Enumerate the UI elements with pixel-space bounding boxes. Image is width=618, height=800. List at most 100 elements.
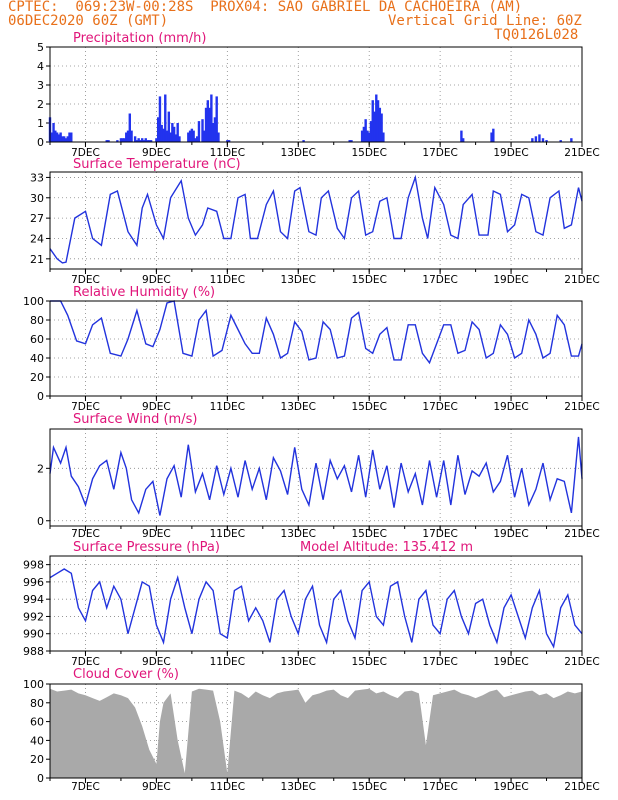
precip-bar xyxy=(123,138,126,142)
precip-bar xyxy=(142,140,146,142)
precip-bar xyxy=(176,123,179,142)
x-tick-label: 13DEC xyxy=(281,147,316,159)
precip-bar xyxy=(534,136,538,142)
precip-bar xyxy=(164,94,167,142)
precip-bar xyxy=(204,107,208,142)
precip-bar xyxy=(362,126,366,142)
y-tick-label: 27 xyxy=(30,212,44,225)
y-tick-label: 4 xyxy=(37,60,44,73)
x-tick-label: 19DEC xyxy=(493,147,528,159)
y-tick-label: 0 xyxy=(37,136,44,149)
x-tick-label: 9DEC xyxy=(142,528,171,540)
precip-bar xyxy=(360,130,364,142)
precip-bar xyxy=(375,94,378,142)
precip-bar xyxy=(531,138,534,142)
y-tick-label: 21 xyxy=(30,253,44,266)
y-tick-label: 0 xyxy=(37,772,44,785)
header-date: 06DEC2020 60Z (GMT) xyxy=(8,13,169,29)
x-tick-label: 21DEC xyxy=(564,656,599,668)
precip-bar xyxy=(190,128,194,142)
precip-bar xyxy=(545,140,548,142)
x-tick-label: 15DEC xyxy=(351,656,386,668)
x-tick-label: 15DEC xyxy=(351,528,386,540)
precip-bar xyxy=(195,136,199,142)
precip-bar xyxy=(350,140,353,142)
panel-title: Cloud Cover (%) xyxy=(73,667,179,682)
precip-bar xyxy=(172,126,176,142)
x-tick-label: 9DEC xyxy=(142,147,171,159)
precip-bar xyxy=(162,128,165,142)
y-tick-label: 40 xyxy=(30,734,44,747)
panel-0: Precipitation (mm/h) 0 1 2 3 4 5 7DEC 9DEC 11DEC 1… xyxy=(37,31,600,159)
y-tick-label: 996 xyxy=(23,576,44,589)
x-tick-label: 21DEC xyxy=(564,401,599,413)
precip-bar xyxy=(133,136,137,142)
precip-bar xyxy=(570,138,573,142)
y-tick-label: 994 xyxy=(23,593,44,606)
precip-bar xyxy=(541,138,545,142)
precip-bar xyxy=(137,138,140,142)
header-code: TQ0126L028 xyxy=(494,27,579,43)
y-tick-label: 100 xyxy=(23,678,44,691)
x-tick-label: 7DEC xyxy=(71,656,100,668)
x-tick-label: 21DEC xyxy=(564,147,599,159)
precip-bar xyxy=(144,138,147,142)
panel-title: Surface Wind (m/s) xyxy=(73,412,197,427)
precip-bar xyxy=(192,130,195,142)
x-tick-label: 17DEC xyxy=(422,274,457,286)
precip-bar xyxy=(59,132,62,142)
precip-bar xyxy=(70,132,73,142)
x-tick-label: 15DEC xyxy=(351,401,386,413)
x-tick-label: 7DEC xyxy=(71,528,100,540)
y-tick-label: 998 xyxy=(23,559,44,572)
precip-bar xyxy=(54,130,57,142)
precip-bar xyxy=(461,138,465,142)
precip-bar xyxy=(194,138,197,142)
precip-bar xyxy=(490,132,493,142)
precip-bar xyxy=(366,130,369,142)
precip-bar xyxy=(368,132,371,142)
precip-bar xyxy=(538,134,541,142)
header-grid-note: Vertical Grid Line: 60Z xyxy=(388,13,582,29)
y-tick-label: 100 xyxy=(23,295,44,308)
precip-bar xyxy=(302,140,305,142)
x-tick-label: 15DEC xyxy=(351,147,386,159)
x-tick-label: 13DEC xyxy=(281,528,316,540)
precip-bar xyxy=(167,111,171,142)
x-tick-label: 15DEC xyxy=(351,781,386,793)
y-tick-label: 992 xyxy=(23,610,44,623)
x-tick-label: 17DEC xyxy=(422,656,457,668)
y-tick-label: 5 xyxy=(37,41,44,54)
precip-bar xyxy=(141,138,144,142)
precip-bar xyxy=(378,107,382,142)
precip-bar xyxy=(217,132,220,142)
precip-bar xyxy=(125,132,128,142)
precip-bar xyxy=(135,140,139,142)
x-tick-label: 11DEC xyxy=(210,147,245,159)
x-tick-label: 7DEC xyxy=(71,274,100,286)
precip-bar xyxy=(187,132,190,142)
panel-frame xyxy=(49,46,583,143)
precip-bar xyxy=(66,136,69,142)
precip-bar xyxy=(62,136,66,142)
precip-bar xyxy=(160,124,163,142)
precip-bar xyxy=(64,138,68,142)
precip-bar xyxy=(380,113,383,142)
precip-bar xyxy=(371,100,374,142)
panel-5: Cloud Cover (%) 0 20 40 60 80 100 7DEC 9DEC 11DEC… xyxy=(23,667,600,793)
x-tick-label: 9DEC xyxy=(142,274,171,286)
precip-bar xyxy=(348,140,351,142)
x-tick-label: 19DEC xyxy=(493,781,528,793)
y-tick-label: 24 xyxy=(30,232,44,245)
precip-bar xyxy=(460,130,463,142)
panel-title: Surface Temperature (nC) xyxy=(73,157,241,172)
series-line xyxy=(49,568,583,649)
x-tick-label: 13DEC xyxy=(281,401,316,413)
panel-frame xyxy=(49,171,583,270)
x-tick-label: 9DEC xyxy=(142,656,171,668)
panel-title: Precipitation (mm/h) xyxy=(73,31,206,46)
precip-bar xyxy=(174,134,178,142)
precip-bar xyxy=(364,119,367,142)
x-tick-label: 13DEC xyxy=(281,656,316,668)
series-line xyxy=(49,436,583,516)
